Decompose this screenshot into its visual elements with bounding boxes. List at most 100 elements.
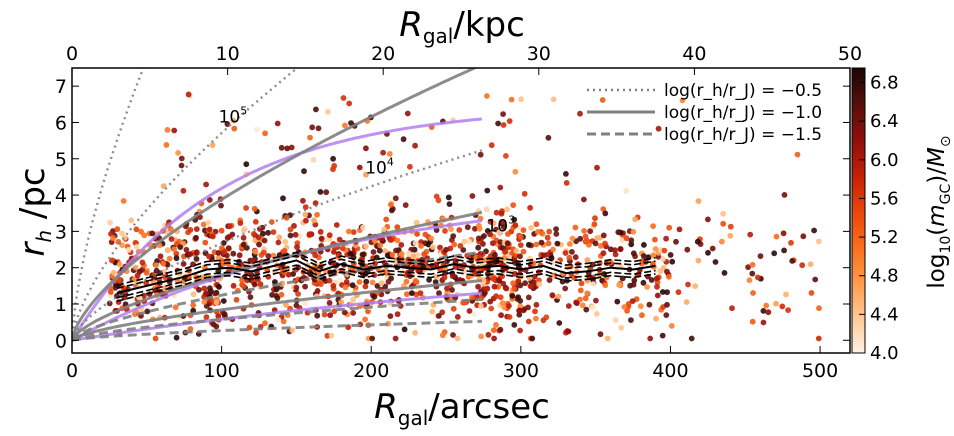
scatter-point xyxy=(372,260,378,267)
scatter-point xyxy=(532,308,538,315)
model-curves xyxy=(72,68,483,342)
scatter-point xyxy=(565,303,572,309)
x-top-tick-label: 50 xyxy=(838,43,862,65)
scatter-point xyxy=(302,300,309,306)
scatter-point xyxy=(549,292,556,299)
scatter-point xyxy=(522,280,528,287)
scatter-point xyxy=(640,279,647,286)
colorbar-tick-label: 4.0 xyxy=(870,343,899,364)
scatter-point xyxy=(110,235,116,242)
scatter-point xyxy=(295,291,301,297)
scatter-point xyxy=(429,244,436,250)
scatter-point xyxy=(498,312,504,319)
scatter-point xyxy=(226,234,232,240)
scatter-point xyxy=(533,241,540,248)
scatter-point xyxy=(348,120,354,126)
scatter-point xyxy=(529,335,536,342)
scatter-point xyxy=(171,246,178,253)
scatter-point xyxy=(144,308,151,315)
scatter-point xyxy=(669,258,676,265)
scatter-point xyxy=(520,248,527,255)
scatter-point xyxy=(763,302,770,309)
scatter-point xyxy=(400,136,407,143)
scatter-point xyxy=(164,247,171,254)
scatter-point xyxy=(257,281,264,288)
scatter-point xyxy=(582,295,589,302)
scatter-point xyxy=(536,281,543,288)
scatter-point xyxy=(333,222,340,228)
scatter-point xyxy=(193,256,200,262)
scatter-point xyxy=(203,181,210,188)
scatter-point xyxy=(518,96,524,103)
scatter-point xyxy=(512,271,518,277)
scatter-point xyxy=(380,149,386,156)
scatter-point xyxy=(418,243,424,249)
scatter-point xyxy=(398,242,405,248)
scatter-point xyxy=(475,235,482,242)
scatter-point xyxy=(493,209,500,216)
scatter-point xyxy=(240,283,247,290)
scatter-point xyxy=(487,298,494,305)
scatter-point xyxy=(393,247,399,254)
plot-frame xyxy=(71,67,851,354)
scatter-point xyxy=(450,233,457,240)
scatter-point xyxy=(335,252,342,259)
scatter-point xyxy=(555,293,562,300)
colorbar-tick-label: 6.4 xyxy=(870,111,899,132)
x-top-tick-label: 20 xyxy=(371,43,395,65)
scatter-point xyxy=(331,308,338,315)
scatter-point xyxy=(336,236,343,243)
scatter-point xyxy=(727,232,734,239)
mass-labels: 105 104 103 xyxy=(219,104,515,236)
scatter-point xyxy=(799,262,806,269)
scatter-point xyxy=(527,204,533,211)
scatter-point xyxy=(300,197,306,204)
scatter-point xyxy=(490,327,497,333)
scatter-point xyxy=(464,224,471,231)
scatter-point xyxy=(262,130,268,137)
scatter-point xyxy=(317,229,324,235)
scatter-point xyxy=(187,326,194,332)
scatter-point xyxy=(388,207,395,214)
scatter-point xyxy=(437,244,443,251)
scatter-point xyxy=(511,322,518,328)
scatter-point xyxy=(230,282,237,289)
scatter-point xyxy=(505,231,511,237)
scatter-point xyxy=(490,275,497,282)
scatter-point xyxy=(206,226,213,233)
scatter-point xyxy=(788,239,794,246)
scatter-point xyxy=(193,226,200,233)
scatter-point xyxy=(546,228,553,235)
y-tick-label: 3 xyxy=(55,221,67,243)
scatter-point xyxy=(816,305,822,312)
scatter-point xyxy=(237,220,244,227)
scatter-point xyxy=(328,332,335,339)
scatter-point xyxy=(517,327,523,334)
scatter-point xyxy=(533,301,540,308)
mass-label: 103 xyxy=(486,213,515,236)
scatter-point xyxy=(274,295,281,301)
scatter-point xyxy=(650,252,657,259)
scatter-point xyxy=(750,290,756,296)
scatter-point xyxy=(412,240,419,247)
scatter-point xyxy=(376,247,383,254)
scatter-point xyxy=(497,239,504,246)
scatter-point xyxy=(676,226,683,233)
scatter-point xyxy=(278,144,285,151)
scatter-point xyxy=(511,285,518,292)
scatter-point xyxy=(294,244,300,251)
scatter-point xyxy=(284,145,291,152)
scatter-point xyxy=(157,253,164,260)
scatter-point xyxy=(443,246,449,253)
scatter-point xyxy=(460,247,467,253)
scatter-point xyxy=(398,251,405,257)
y-tick-label: 6 xyxy=(55,112,67,134)
scatter-point xyxy=(193,234,199,241)
scatter-point xyxy=(528,283,534,290)
scatter-point xyxy=(599,97,606,103)
scatter-point xyxy=(566,254,573,261)
scatter-point xyxy=(540,252,547,259)
scatter-point xyxy=(275,316,282,323)
scatter-point xyxy=(382,283,389,290)
scatter-point xyxy=(128,217,135,224)
